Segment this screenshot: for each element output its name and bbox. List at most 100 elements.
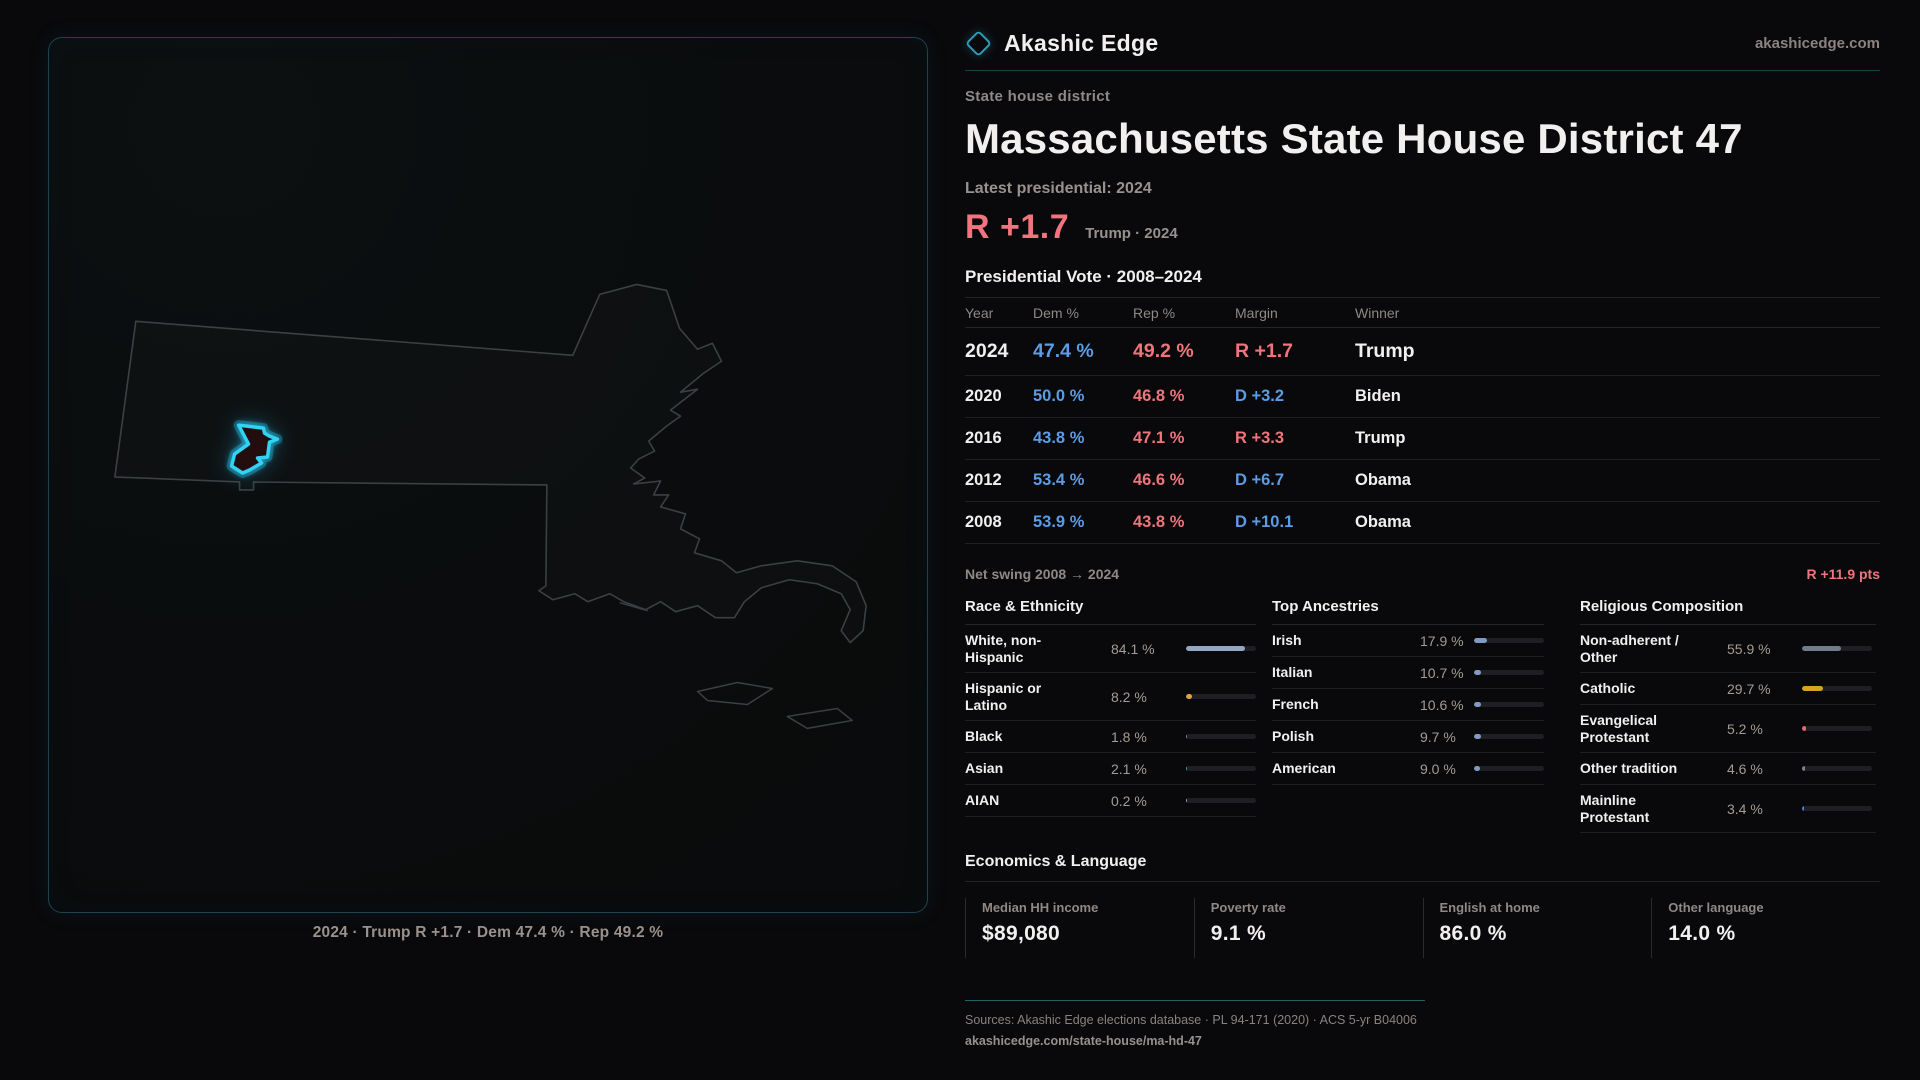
list-item: AIAN 0.2 % — [965, 785, 1256, 818]
permalink[interactable]: akashicedge.com/state-house/ma-hd-47 — [965, 1034, 1202, 1049]
page-title: Massachusetts State House District 47 — [965, 115, 1743, 162]
dem-cell: 53.4 % — [1033, 471, 1085, 489]
stat-label: Poverty rate — [1210, 900, 1286, 916]
bar-track — [1474, 638, 1544, 643]
religion-column: Religious Composition Non-adherent / Oth… — [1580, 598, 1876, 834]
year-cell: 2012 — [965, 471, 1002, 489]
demo-label: French — [1272, 696, 1319, 713]
list-item: American 9.0 % — [1272, 753, 1544, 785]
dem-cell: 53.9 % — [1033, 513, 1085, 531]
demo-label: Irish — [1272, 632, 1302, 649]
list-item: Black 1.8 % — [965, 721, 1256, 754]
bar-fill — [1186, 734, 1188, 740]
col-year: Year — [965, 304, 994, 321]
bar-track — [1186, 734, 1256, 740]
massachusetts-map — [114, 283, 867, 730]
bar-fill — [1474, 638, 1487, 643]
margin-cell: D +6.7 — [1235, 471, 1285, 489]
dem-cell: 50.0 % — [1033, 387, 1085, 405]
stat-value: 14.0 % — [1668, 922, 1736, 946]
bar-fill — [1474, 734, 1481, 739]
demo-value: 9.0 % — [1420, 760, 1456, 777]
bar-track — [1802, 686, 1872, 692]
report-panel: Akashic Edge akashicedge.com State house… — [965, 0, 1880, 1050]
winner-cell: Trump — [1355, 340, 1415, 362]
bar-fill — [1186, 694, 1192, 700]
winner-cell: Biden — [1355, 387, 1401, 405]
list-item: French 10.6 % — [1272, 689, 1544, 721]
table-row: 2012 53.4 % 46.6 % D +6.7 Obama — [965, 460, 1880, 502]
site-link[interactable]: akashicedge.com — [1754, 35, 1880, 52]
list-item: Other tradition 4.6 % — [1580, 753, 1876, 786]
bar-fill — [1186, 766, 1188, 772]
headline-context: Trump · 2024 — [1085, 225, 1178, 242]
demo-value: 1.8 % — [1111, 728, 1147, 745]
demo-value: 3.4 % — [1727, 800, 1763, 817]
bar-track — [1186, 798, 1256, 804]
demo-value: 17.9 % — [1420, 632, 1464, 649]
headline-margin-value: R +1.7 — [965, 208, 1070, 246]
demo-value: 29.7 % — [1727, 680, 1771, 697]
bar-track — [1802, 646, 1872, 652]
district-shape[interactable] — [229, 423, 280, 475]
bar-track — [1186, 766, 1256, 772]
demo-value: 84.1 % — [1111, 640, 1155, 657]
list-item: Italian 10.7 % — [1272, 657, 1544, 689]
stat-card: Median HH income $89,080 — [965, 898, 1194, 959]
bar-track — [1802, 726, 1872, 732]
col-dem: Dem % — [1033, 304, 1079, 321]
col-margin: Margin — [1235, 304, 1278, 321]
list-item: Asian 2.1 % — [965, 753, 1256, 786]
bar-fill — [1802, 686, 1823, 692]
rep-cell: 47.1 % — [1133, 429, 1185, 447]
brand-name: Akashic Edge — [1004, 30, 1159, 56]
list-item: White, non-Hispanic 84.1 % — [965, 625, 1256, 674]
map-caption: 2024 · Trump R +1.7 · Dem 47.4 % · Rep 4… — [312, 924, 664, 941]
map-panel[interactable] — [48, 37, 928, 913]
demo-label: Polish — [1272, 728, 1315, 745]
margin-cell: R +3.3 — [1235, 429, 1285, 447]
col-winner: Winner — [1355, 304, 1400, 321]
demo-label: Non-adherent / Other — [1580, 632, 1679, 665]
list-item: Polish 9.7 % — [1272, 721, 1544, 753]
ancestries-column: Top Ancestries Irish 17.9 % Italian 10.7… — [1272, 598, 1544, 833]
bar-fill — [1802, 646, 1842, 652]
religion-title: Religious Composition — [1580, 598, 1876, 625]
district-kicker: State house district — [965, 88, 1111, 105]
race-ethnicity-title: Race & Ethnicity — [965, 598, 1256, 625]
demo-label: Mainline Protestant — [1580, 792, 1650, 825]
demo-value: 5.2 % — [1727, 720, 1763, 737]
sources-text: Sources: Akashic Edge elections database… — [965, 1013, 1417, 1028]
demo-label: Other tradition — [1580, 760, 1678, 777]
elizabeth-islands — [619, 601, 648, 612]
margin-cell: D +3.2 — [1235, 387, 1285, 405]
list-item: Catholic 29.7 % — [1580, 673, 1876, 706]
year-cell: 2020 — [965, 387, 1002, 405]
table-row: 2008 53.9 % 43.8 % D +10.1 Obama — [965, 502, 1880, 544]
brand: Akashic Edge — [965, 30, 1158, 57]
nantucket-island — [786, 707, 853, 730]
rep-cell: 46.8 % — [1133, 387, 1185, 405]
winner-cell: Obama — [1355, 471, 1411, 489]
demo-value: 4.6 % — [1727, 760, 1763, 777]
bar-track — [1802, 806, 1872, 812]
rep-cell: 46.6 % — [1133, 471, 1185, 489]
list-item: Non-adherent / Other 55.9 % — [1580, 625, 1876, 674]
bar-fill — [1186, 646, 1245, 652]
vote-table: Year Dem % Rep % Margin Winner 2024 47.4… — [965, 297, 1880, 544]
stat-value: 86.0 % — [1439, 922, 1507, 946]
footer: Sources: Akashic Edge elections database… — [965, 1000, 1880, 1050]
margin-cell: R +1.7 — [1235, 340, 1293, 362]
demo-value: 9.7 % — [1420, 728, 1456, 745]
winner-cell: Obama — [1355, 513, 1411, 531]
stat-value: $89,080 — [982, 922, 1061, 946]
winner-cell: Trump — [1355, 429, 1406, 447]
bar-track — [1474, 766, 1544, 771]
bar-fill — [1802, 766, 1806, 772]
list-item: Mainline Protestant 3.4 % — [1580, 785, 1876, 834]
bar-track — [1802, 766, 1872, 772]
economics-title: Economics & Language — [965, 853, 1880, 883]
headline-margin-row: R +1.7 Trump · 2024 — [965, 208, 1880, 247]
bar-fill — [1474, 766, 1481, 771]
stat-label: English at home — [1439, 900, 1540, 916]
